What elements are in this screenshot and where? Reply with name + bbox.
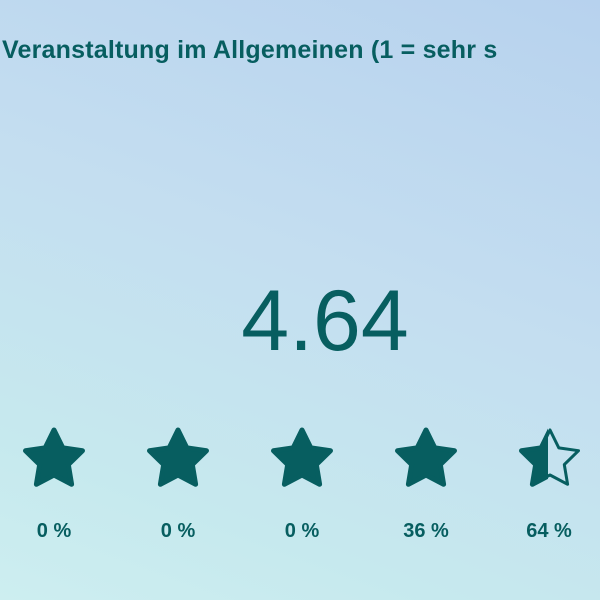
- star-percent: 36 %: [403, 520, 449, 542]
- star-full: [26, 430, 83, 484]
- star-full: [274, 430, 331, 484]
- star-full: [150, 430, 207, 484]
- star-partial: [522, 430, 580, 484]
- question-title: Veranstaltung im Allgemeinen (1 = sehr s: [2, 36, 498, 64]
- star-percent: 0 %: [36, 520, 72, 542]
- star-percent: 0 %: [160, 520, 196, 542]
- star-percent: 64 %: [526, 520, 572, 542]
- star-full: [398, 430, 455, 484]
- star-percent: 0 %: [284, 520, 320, 542]
- average-rating: 4.64: [241, 273, 409, 369]
